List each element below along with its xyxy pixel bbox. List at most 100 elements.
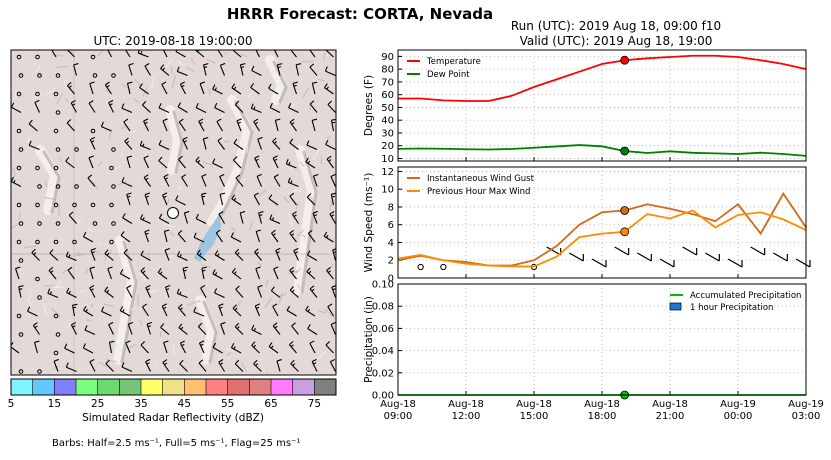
barb-half-feather — [50, 270, 54, 274]
terrain-texture — [169, 231, 175, 237]
barb-staff — [195, 107, 207, 113]
current-time-marker — [620, 146, 630, 156]
barb-staff — [161, 84, 168, 95]
barb-staff — [251, 344, 260, 354]
calm-barb — [53, 313, 59, 319]
barb-feather — [212, 158, 216, 164]
barb-staff — [295, 64, 300, 76]
barb-staff — [235, 288, 244, 298]
barb-staff — [220, 323, 226, 335]
barb-feather — [73, 63, 79, 66]
barb-staff — [254, 157, 260, 169]
barb-feather — [163, 173, 169, 178]
barb-staff — [195, 218, 207, 224]
terrain-texture — [83, 303, 94, 311]
terrain-texture — [186, 66, 195, 72]
barb-feather — [289, 138, 294, 144]
barb-feather — [65, 157, 70, 162]
barb-feather — [193, 306, 197, 313]
barb-staff — [177, 307, 186, 317]
terrain-texture — [18, 211, 22, 220]
barb-staff — [231, 347, 242, 354]
barb-staff — [307, 328, 318, 335]
terrain-texture — [58, 204, 60, 216]
barb-half-feather — [90, 288, 94, 291]
barb-staff — [251, 70, 262, 76]
barb-feather — [330, 173, 336, 177]
barb-staff — [569, 252, 584, 262]
barb-staff — [219, 176, 225, 187]
barb-half-feather — [72, 103, 76, 106]
barb-half-feather — [180, 326, 184, 330]
barb-feather — [289, 266, 294, 271]
calm-barb — [35, 276, 40, 282]
barb-feather — [180, 81, 186, 85]
x-tick-label-date: Aug-18 — [448, 399, 484, 410]
barb-feather — [146, 321, 153, 325]
barb-staff — [90, 250, 96, 261]
barb-staff — [253, 195, 260, 206]
barb-staff — [795, 258, 811, 268]
barb-feather — [123, 118, 129, 123]
terrain-texture — [167, 198, 170, 203]
barb-feather — [292, 81, 298, 85]
ridge-highlight — [207, 95, 254, 227]
barb-staff — [140, 254, 151, 261]
barb-feather — [184, 211, 190, 214]
barb-feather — [47, 288, 51, 294]
barb-feather — [50, 45, 54, 48]
barb-feather — [230, 232, 234, 238]
barb-feather — [332, 248, 336, 251]
terrain-texture — [168, 255, 175, 258]
barb-staff — [105, 363, 114, 372]
barb-feather — [176, 251, 181, 257]
calm-barb — [16, 54, 22, 60]
barb-staff — [256, 176, 263, 187]
barb-staff — [309, 50, 316, 58]
barb-staff — [163, 231, 168, 243]
barb-half-feather — [179, 254, 182, 258]
barb-half-feather — [197, 159, 201, 163]
terrain-texture — [154, 360, 158, 367]
terrain-texture — [301, 234, 307, 238]
terrain-texture — [130, 306, 136, 311]
barb-staff — [312, 213, 318, 224]
barb-staff — [231, 87, 242, 95]
barb-staff — [309, 103, 318, 113]
barb-feather — [306, 193, 312, 198]
barb-staff — [327, 306, 334, 317]
barb-feather — [127, 81, 133, 84]
barb-staff — [288, 181, 299, 188]
terrain-texture — [133, 97, 140, 105]
barb-half-feather — [126, 140, 130, 144]
barb-staff — [178, 327, 188, 335]
barb-feather — [66, 119, 72, 124]
barb-staff — [257, 138, 263, 150]
barb-feather — [140, 250, 144, 256]
barb-half-feather — [219, 306, 223, 309]
barb-staff — [274, 120, 279, 132]
barb-feather — [306, 267, 311, 273]
barb-feather — [104, 286, 109, 292]
terrain-texture — [97, 161, 103, 168]
terrain-texture — [218, 136, 227, 140]
barb-feather — [137, 50, 140, 54]
barb-feather — [289, 340, 294, 346]
barb-staff — [104, 253, 114, 261]
current-time-marker — [620, 227, 630, 237]
terrain-texture — [201, 264, 211, 268]
barb-feather — [286, 305, 291, 311]
barb-feather — [88, 155, 94, 159]
terrain-texture — [257, 261, 263, 267]
barb-feather — [231, 267, 236, 273]
barb-staff — [145, 287, 151, 298]
barb-half-feather — [106, 289, 110, 293]
current-time-marker — [620, 55, 630, 65]
barb-staff — [234, 104, 244, 113]
barb-feather — [270, 286, 275, 292]
barb-staff — [66, 292, 77, 298]
barb-half-feather — [290, 180, 293, 184]
barb-staff — [307, 232, 316, 243]
barb-feather — [215, 229, 221, 234]
